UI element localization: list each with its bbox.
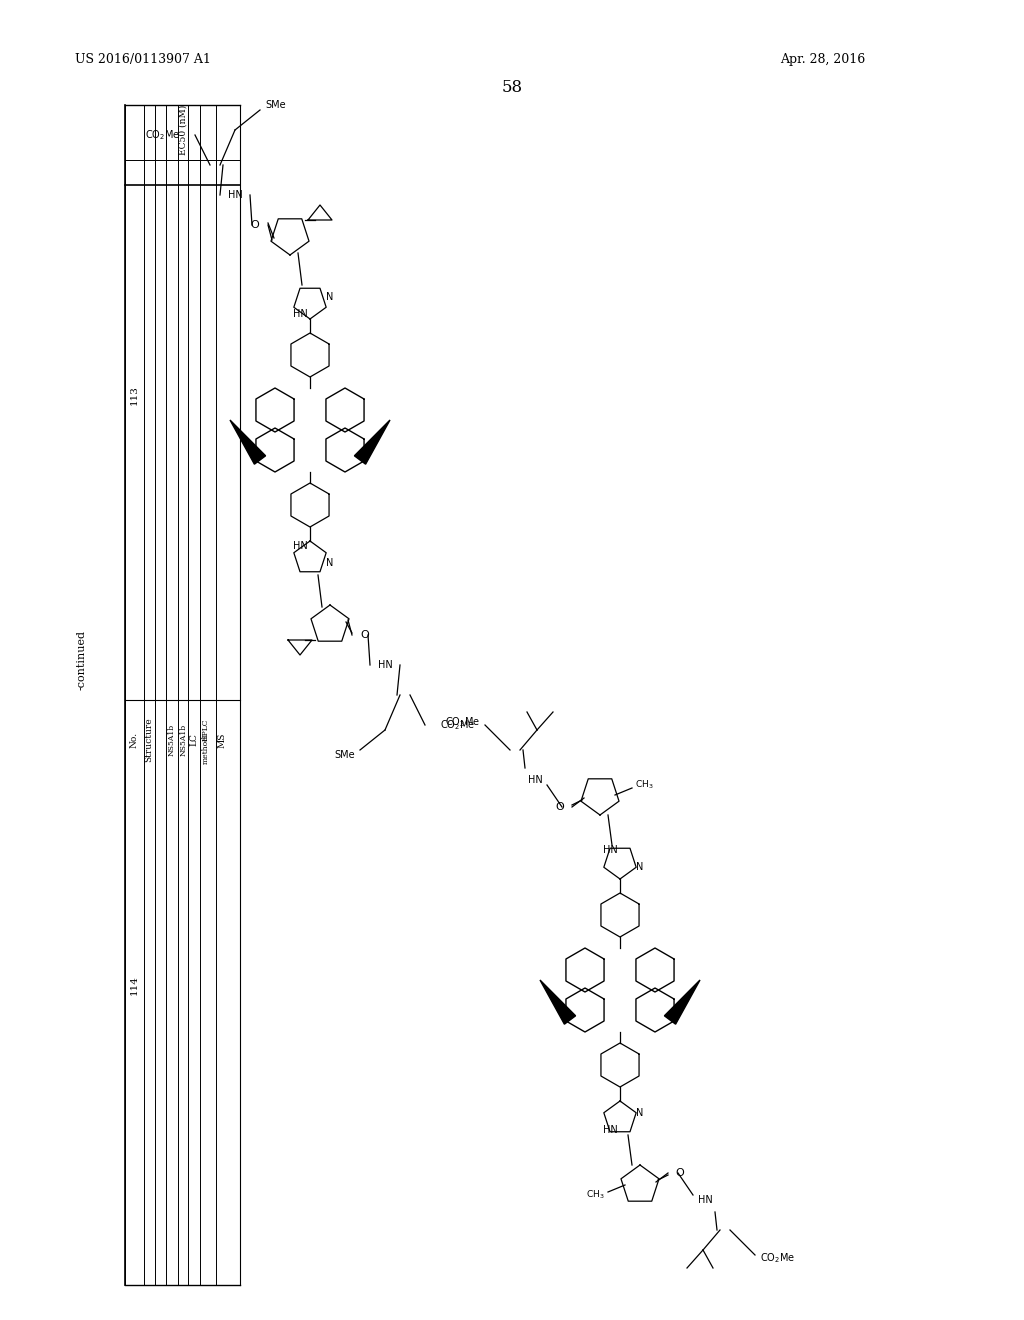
Text: HN: HN	[227, 190, 243, 201]
Text: $\mathrm{CO_2Me}$: $\mathrm{CO_2Me}$	[760, 1251, 796, 1265]
Text: HN: HN	[603, 1125, 617, 1135]
Text: No.: No.	[129, 731, 138, 748]
Text: HN: HN	[697, 1195, 713, 1205]
Text: HN: HN	[293, 541, 307, 550]
Text: EC50 (nM): EC50 (nM)	[178, 104, 187, 156]
Text: HPLC: HPLC	[202, 719, 210, 742]
Text: HN: HN	[603, 845, 617, 855]
Text: HN: HN	[378, 660, 392, 671]
Text: $\mathrm{CO_2Me}$: $\mathrm{CO_2Me}$	[440, 718, 475, 731]
Polygon shape	[230, 420, 265, 465]
Text: SMe: SMe	[335, 750, 355, 760]
Polygon shape	[665, 979, 700, 1024]
Text: LC: LC	[189, 734, 199, 746]
Text: N: N	[636, 862, 644, 873]
Text: O: O	[556, 803, 564, 812]
Text: HN: HN	[527, 775, 543, 785]
Text: NS5A1b: NS5A1b	[168, 723, 176, 756]
Polygon shape	[540, 979, 575, 1024]
Text: $\mathrm{CH_3}$: $\mathrm{CH_3}$	[587, 1189, 605, 1201]
Text: N: N	[636, 1107, 644, 1118]
Text: 114: 114	[129, 975, 138, 995]
Text: US 2016/0113907 A1: US 2016/0113907 A1	[75, 54, 211, 66]
Text: $\mathrm{CO_2Me}$: $\mathrm{CO_2Me}$	[444, 715, 480, 729]
Text: O: O	[360, 630, 370, 640]
Text: Structure: Structure	[144, 718, 154, 763]
Text: Apr. 28, 2016: Apr. 28, 2016	[780, 54, 865, 66]
Text: -continued: -continued	[77, 630, 87, 690]
Text: $\mathrm{CO_2Me}$: $\mathrm{CO_2Me}$	[144, 128, 180, 143]
Text: HN: HN	[293, 309, 307, 319]
Text: 113: 113	[129, 385, 138, 405]
Text: method: method	[202, 735, 210, 764]
Text: O: O	[251, 220, 259, 230]
Text: SMe: SMe	[265, 100, 286, 110]
Text: 58: 58	[502, 79, 522, 96]
Text: O: O	[676, 1168, 684, 1177]
Text: N: N	[327, 558, 334, 568]
Text: N: N	[327, 292, 334, 302]
Polygon shape	[354, 420, 390, 465]
Text: NS5A1b: NS5A1b	[180, 723, 188, 756]
Text: MS: MS	[217, 733, 226, 747]
Text: $\mathrm{CH_3}$: $\mathrm{CH_3}$	[635, 779, 653, 791]
